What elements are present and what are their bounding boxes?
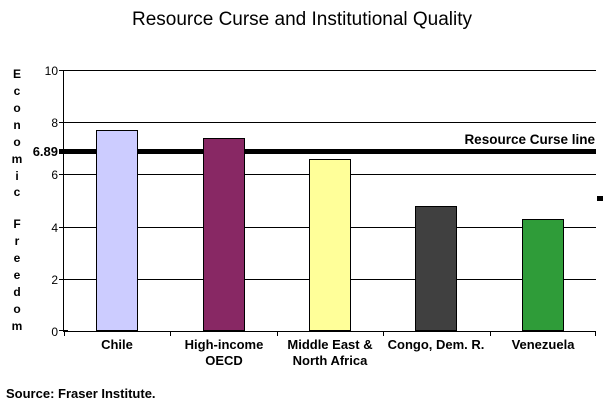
- y-axis-tick: [59, 330, 68, 331]
- bar-venezuela: [522, 219, 564, 331]
- chart-title: Resource Curse and Institutional Quality: [131, 9, 473, 30]
- category-label: Middle East & North Africa: [287, 337, 373, 368]
- x-axis-tick: [277, 331, 278, 336]
- gridline-8: [64, 122, 596, 123]
- category-label: Congo, Dem. R.: [387, 337, 485, 352]
- resource-curse-line-label: Resource Curse line: [464, 132, 595, 147]
- x-axis-tick: [383, 331, 384, 336]
- resource-curse-line: [59, 149, 596, 154]
- y-axis-tick: [59, 70, 68, 71]
- bar-high-income-oecd: [203, 138, 245, 331]
- y-tick-label: 10: [44, 64, 58, 78]
- category-label: Chile: [101, 337, 133, 352]
- plot-area: Resource Curse line 6.89 0 2 4 6 8 10 Chile Hig…: [33, 65, 596, 368]
- y-axis-tick: [59, 227, 68, 228]
- category-label: Venezuela: [511, 337, 575, 352]
- y-tick-label: 0: [51, 325, 58, 339]
- x-axis-tick: [595, 331, 596, 336]
- x-axis-tick: [490, 331, 491, 336]
- y-axis-tick: [59, 279, 68, 280]
- resource-curse-value-label: 6.89: [32, 144, 58, 159]
- bar-congo-dem-r: [415, 206, 457, 331]
- x-axis-tick: [64, 331, 65, 336]
- y-tick-label: 2: [51, 273, 58, 287]
- source-note: Source: Fraser Institute.: [6, 386, 156, 401]
- y-tick-label: 4: [51, 221, 58, 235]
- x-axis-tick: [170, 331, 171, 336]
- stray-mark: [597, 196, 603, 201]
- y-axis-tick: [59, 122, 68, 123]
- gridline-10: [64, 70, 596, 71]
- y-tick-label: 8: [51, 116, 58, 130]
- bar-middle-east-north-africa: [309, 159, 351, 331]
- y-tick-label: 6: [51, 168, 58, 182]
- y-axis-tick: [59, 174, 68, 175]
- category-label: High-income OECD: [184, 337, 264, 368]
- bar-chile: [96, 130, 138, 331]
